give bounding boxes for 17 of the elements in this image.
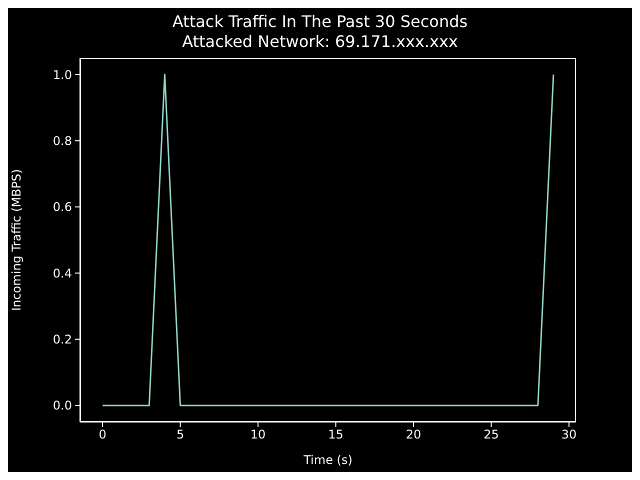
x-axis-title: Time (s) (302, 453, 352, 467)
y-tick-label: 0.8 (52, 134, 72, 148)
x-tick-label: 0 (98, 428, 106, 442)
y-tick-label: 0.4 (52, 266, 72, 280)
y-tick-label: 0.2 (52, 332, 72, 347)
y-tick-label: 0.6 (52, 200, 72, 214)
x-tick-label: 15 (328, 428, 344, 442)
chart-subtitle: Attacked Network: 69.171.xxx.xxx (181, 32, 459, 52)
x-tick-label: 5 (176, 428, 184, 442)
y-axis-title: Incoming Traffic (MBPS) (9, 169, 24, 311)
y-tick-label: 1.0 (52, 68, 72, 82)
x-tick-label: 20 (406, 428, 422, 442)
x-tick-label: 25 (484, 428, 499, 442)
x-tick-label: 10 (250, 428, 266, 442)
chart-title: Attack Traffic In The Past 30 Seconds (171, 12, 469, 32)
y-tick-label: 0.0 (52, 398, 72, 413)
x-tick-label: 30 (561, 428, 577, 442)
